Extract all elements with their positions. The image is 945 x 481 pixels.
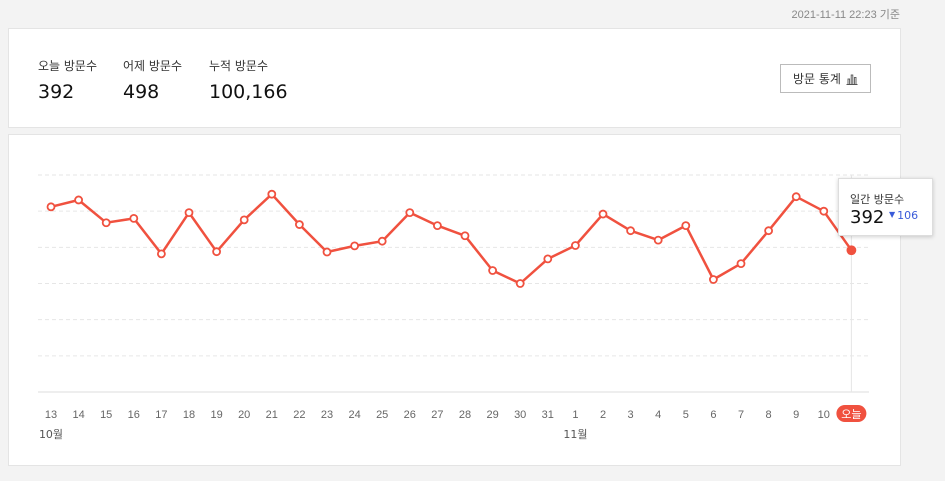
data-point	[184, 208, 194, 218]
down-arrow-icon: ▼	[889, 210, 896, 219]
data-point	[681, 221, 691, 231]
total-visits-label: 누적 방문수	[209, 59, 269, 73]
data-point	[846, 245, 857, 256]
data-point	[212, 247, 222, 257]
x-tick-label: 23	[321, 409, 333, 421]
x-tick-label: 15	[100, 409, 112, 421]
data-point	[736, 259, 746, 269]
tooltip-diff: ▼ 106	[889, 209, 918, 222]
x-tick-label: 8	[766, 409, 772, 421]
x-tick-label: 13	[45, 409, 57, 421]
data-point	[543, 254, 553, 264]
timestamp: 2021-11-11 22:23 기준	[791, 9, 900, 21]
series-line	[50, 192, 853, 285]
data-point	[101, 218, 111, 228]
x-tick-label: 28	[459, 409, 471, 421]
data-point	[46, 202, 56, 212]
data-point	[709, 275, 718, 284]
x-tick-label: 26	[404, 409, 416, 421]
total-visits-value: 100,166	[209, 81, 288, 103]
x-tick-label: 24	[348, 409, 360, 421]
tooltip-diff-value: 106	[897, 209, 919, 222]
x-tick-label: 16	[128, 409, 140, 421]
data-point	[405, 208, 415, 218]
data-point	[598, 209, 608, 219]
today-badge	[836, 405, 867, 422]
yesterday-visits-value: 498	[123, 81, 160, 103]
x-tick-label: 14	[72, 409, 84, 421]
visitor-stats-card: 오늘 방문수 392 어제 방문수 498 누적 방문수 100,166 방문 …	[8, 28, 901, 128]
x-tick-label: 22	[293, 409, 305, 421]
x-tick-label: 10	[818, 409, 830, 421]
today-visits-label: 오늘 방문수	[38, 59, 98, 73]
data-point	[488, 266, 498, 275]
data-point	[515, 279, 525, 288]
x-tick-label: 9	[793, 409, 799, 421]
data-point	[432, 221, 442, 231]
x-tick-label: 27	[431, 409, 443, 421]
data-point	[791, 192, 801, 202]
x-tick-label: 7	[738, 409, 744, 421]
x-tick-label: 4	[655, 409, 661, 421]
x-tick-label: 2	[600, 409, 606, 421]
x-tick-label: 25	[376, 409, 388, 421]
tooltip-label: 일간 방문수	[850, 193, 905, 206]
x-tick-label: 3	[628, 409, 634, 421]
data-point	[156, 249, 166, 259]
x-tick-label: 20	[238, 409, 250, 421]
data-point	[460, 231, 470, 241]
visit-stats-button[interactable]: 방문 통계	[780, 64, 871, 93]
month-label: 10월	[39, 428, 63, 441]
month-label: 11월	[563, 428, 587, 441]
visit-stats-button-label: 방문 통계	[793, 72, 841, 86]
x-tick-label: 5	[683, 409, 689, 421]
x-tick-label: 19	[210, 409, 222, 421]
yesterday-visits-label: 어제 방문수	[123, 59, 183, 73]
chart-tooltip: 일간 방문수 392 ▼ 106	[838, 178, 933, 236]
x-tick-label: 오늘	[841, 408, 861, 421]
x-tick-label: 31	[542, 409, 554, 421]
data-point	[377, 236, 387, 246]
x-tick-label: 30	[514, 409, 526, 421]
x-tick-label: 1	[572, 409, 578, 421]
tooltip-value: 392	[850, 207, 885, 228]
x-tick-label: 17	[155, 409, 167, 421]
data-point	[571, 241, 580, 250]
data-point	[129, 214, 139, 223]
data-point	[764, 226, 773, 236]
data-point	[267, 189, 277, 199]
data-point	[653, 235, 663, 245]
bar-chart-icon	[846, 74, 858, 85]
x-tick-label: 18	[183, 409, 195, 421]
daily-visits-chart-card: 13 14 15 16 17 18 19 20 21 22 23 24 25 26 27 28 29 30 31 1 2…	[8, 134, 901, 466]
data-point	[239, 215, 249, 225]
data-point	[626, 226, 635, 236]
daily-visits-chart: 13 14 15 16 17 18 19 20 21 22 23 24 25 26 27 28 29 30 31 1 2…	[38, 174, 869, 441]
x-tick-label: 21	[266, 409, 278, 421]
data-point	[74, 195, 83, 205]
data-point	[819, 206, 829, 216]
today-visits-value: 392	[38, 81, 75, 103]
data-point	[350, 241, 360, 251]
x-tick-label: 29	[486, 409, 498, 421]
data-point	[322, 247, 332, 257]
x-tick-label: 6	[710, 409, 716, 421]
data-point	[294, 220, 304, 229]
